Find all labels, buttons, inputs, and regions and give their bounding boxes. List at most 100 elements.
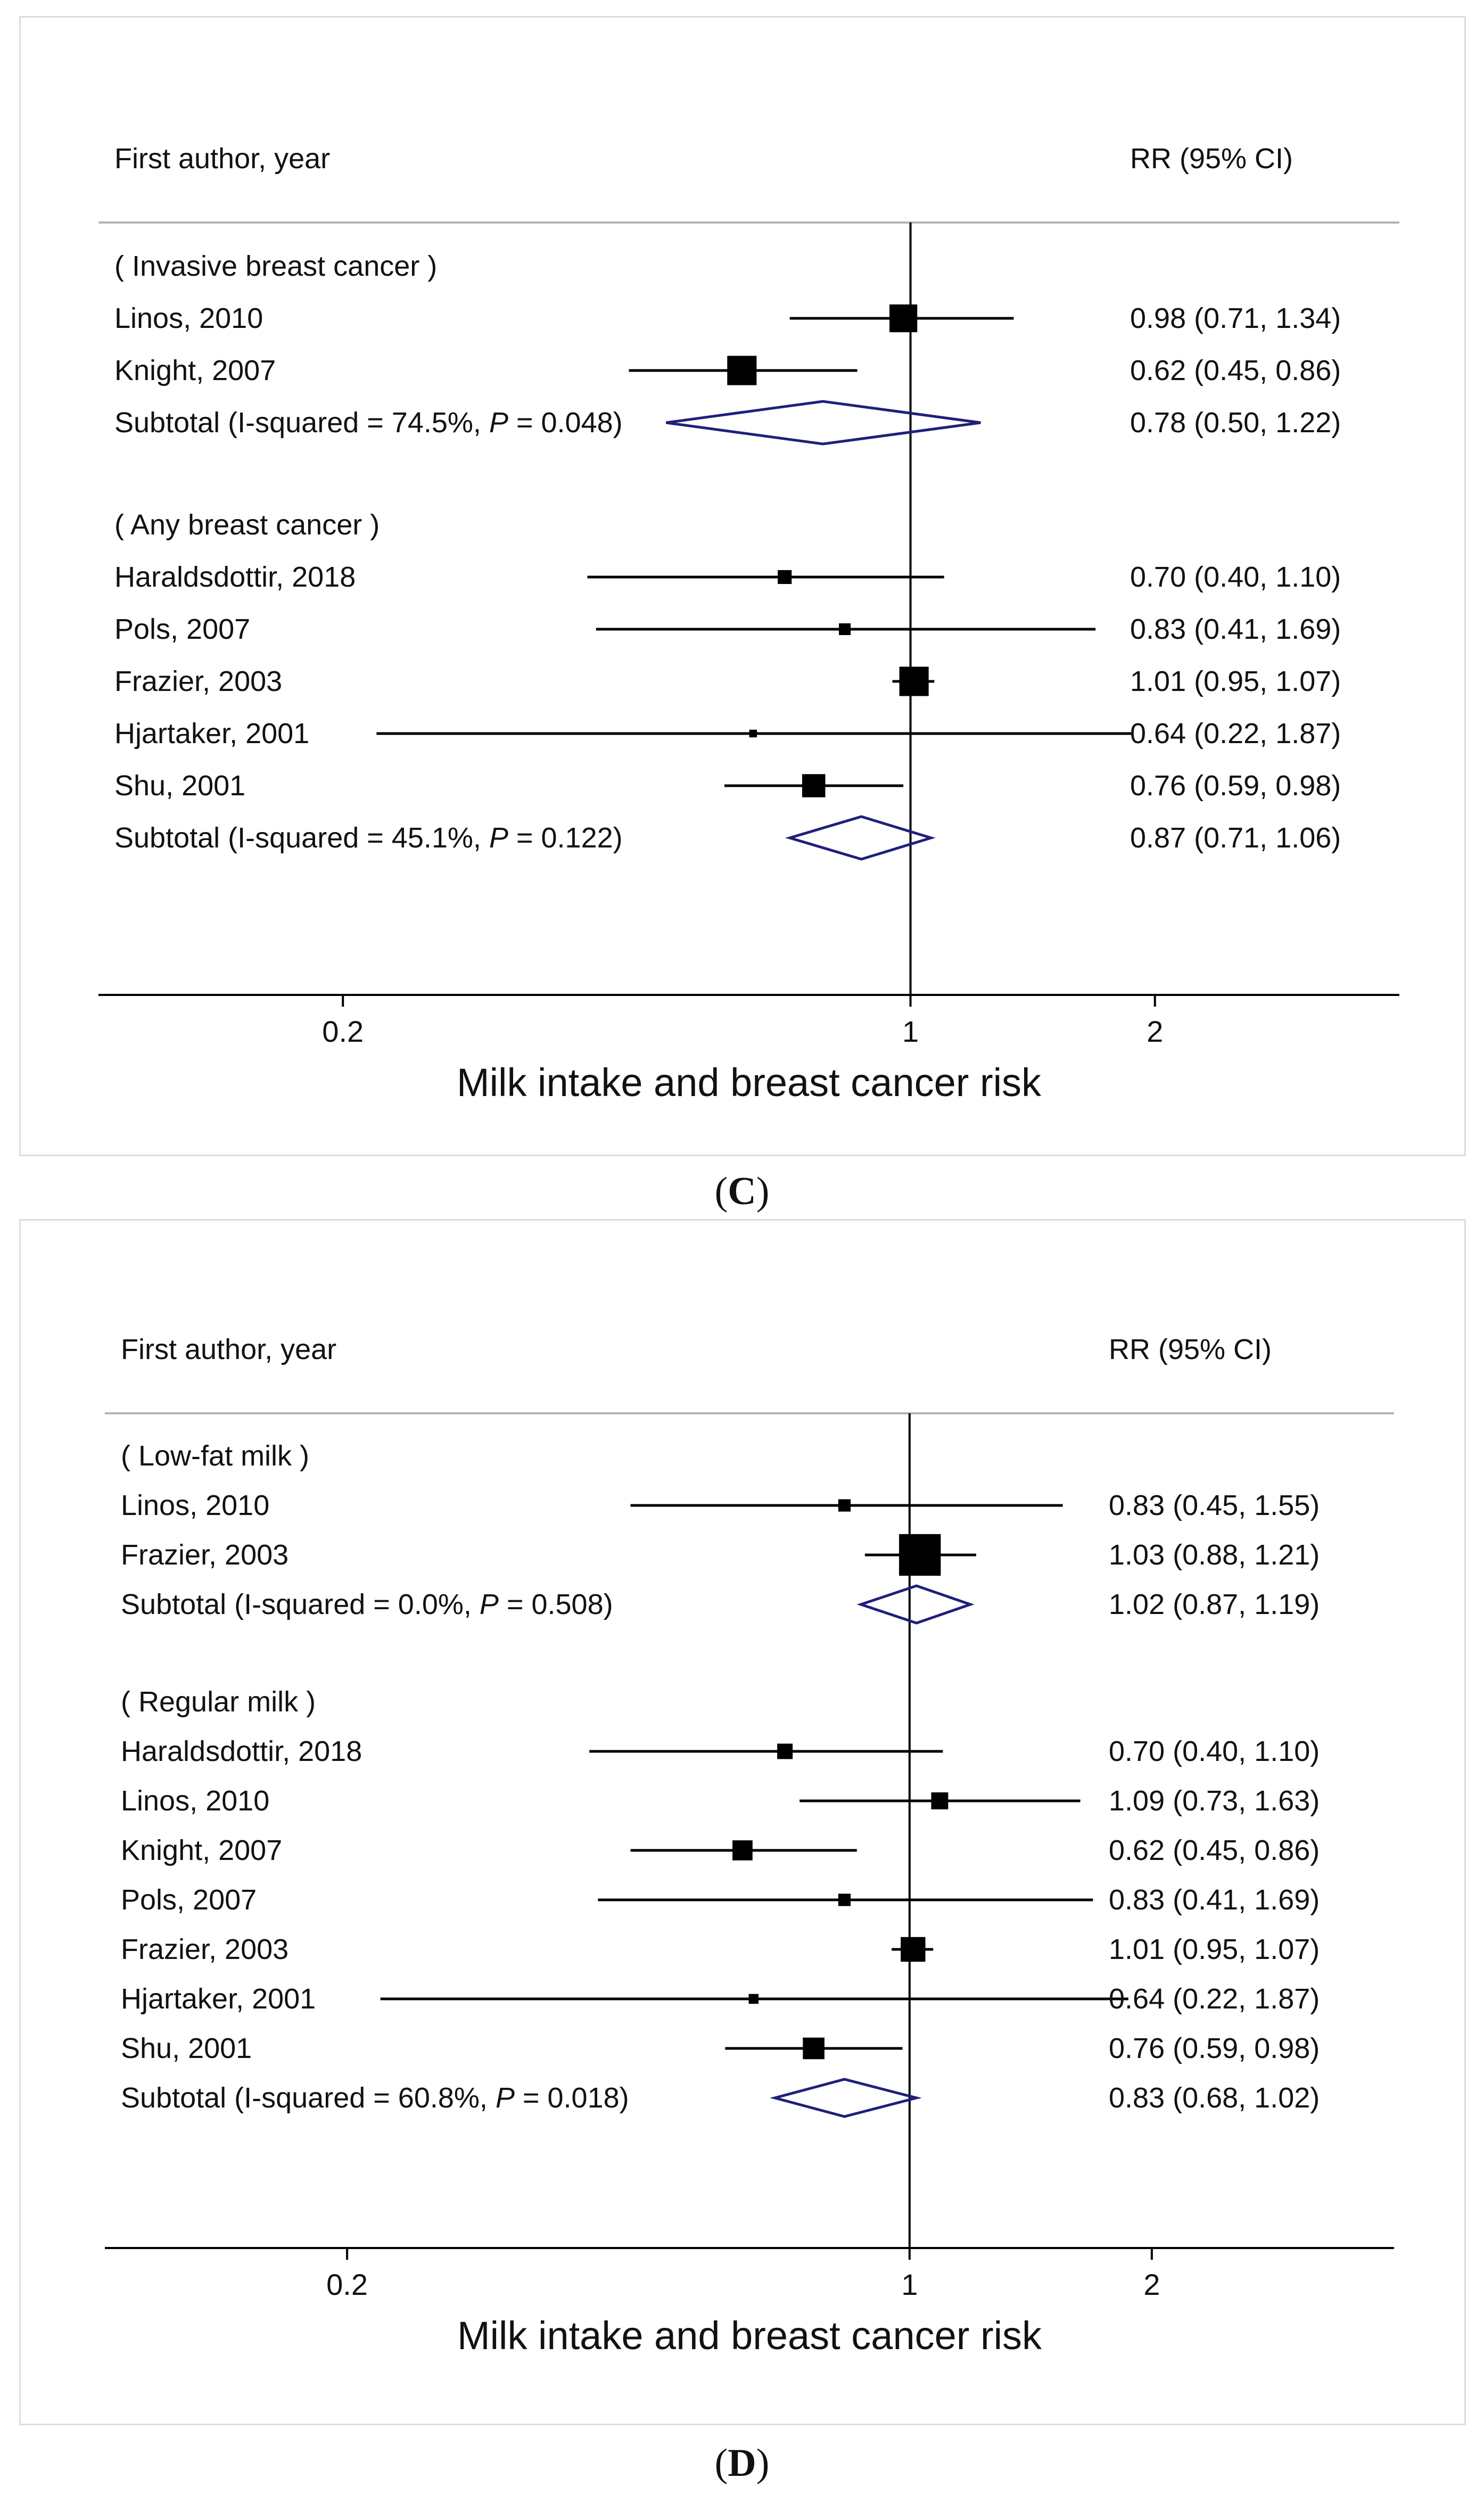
study-marker [727,356,757,385]
pooled-diamond [785,815,936,861]
study-marker [839,623,851,636]
subtotal-label-suffix: = 0.018) [515,2082,629,2114]
x-axis-title: Milk intake and breast cancer risk [457,1060,1042,1105]
pooled-diamond [856,1584,975,1625]
study-label: Knight, 2007 [114,355,276,386]
x-tick-label: 0.2 [322,1015,364,1048]
pooled-diamond [665,400,981,446]
study-marker [838,1499,851,1512]
pooled-diamond [769,2078,922,2118]
study-marker [931,1792,949,1809]
subtotal-label: Subtotal (I-squared = 74.5%, P = 0.048) [114,407,623,439]
subtotal-label: Subtotal (I-squared = 45.1%, P = 0.122) [114,822,623,854]
group-label: ( Invasive breast cancer ) [114,250,437,282]
panel-caption-c: (C) [0,1169,1484,1214]
study-marker [732,1840,753,1860]
header-first-author: First author, year [121,1333,336,1365]
rr-value: 0.83 (0.41, 1.69) [1109,1884,1320,1916]
rr-value: 0.70 (0.40, 1.10) [1130,561,1341,593]
header-first-author: First author, year [114,143,330,175]
rr-value: 0.62 (0.45, 0.86) [1130,355,1341,386]
study-marker [778,570,792,584]
study-label: Pols, 2007 [121,1884,257,1916]
study-label: Linos, 2010 [121,1785,269,1817]
study-label: Shu, 2001 [121,2032,252,2064]
study-label: Linos, 2010 [114,302,263,334]
rr-value: 0.83 (0.68, 1.02) [1109,2082,1320,2114]
x-tick-label: 2 [1143,2268,1160,2301]
study-label: Hjartaker, 2001 [121,1983,316,2015]
subtotal-label-prefix: Subtotal (I-squared = 60.8%, [121,2082,496,2114]
rr-value: 0.76 (0.59, 0.98) [1130,770,1341,802]
rr-value: 0.76 (0.59, 0.98) [1109,2032,1320,2064]
study-label: Frazier, 2003 [114,665,282,697]
rr-value: 0.64 (0.22, 1.87) [1109,1983,1320,2015]
study-marker [802,774,826,797]
header-rr-ci: RR (95% CI) [1109,1333,1272,1365]
subtotal-label-prefix: Subtotal (I-squared = 45.1%, [114,822,489,854]
study-marker [777,1743,793,1759]
caption-open: ( [714,1170,728,1213]
subtotal-p-symbol: P [480,1588,499,1620]
rr-value: 1.09 (0.73, 1.63) [1109,1785,1320,1817]
forest-plot-panel-c: First author, year RR (95% CI) 0.2 1 2 Milk i… [19,16,1466,1156]
rr-value: 0.64 (0.22, 1.87) [1130,718,1341,750]
study-marker [749,729,757,738]
study-marker [899,666,929,696]
rr-value: 0.78 (0.50, 1.22) [1130,407,1341,439]
forest-plot-panel-d: First author, year RR (95% CI) 0.2 1 2 Milk i… [19,1219,1466,2425]
rr-value: 0.83 (0.45, 1.55) [1109,1489,1320,1521]
x-tick-label: 1 [901,2268,918,2301]
subtotal-label-prefix: Subtotal (I-squared = 0.0%, [121,1588,480,1620]
study-label: Haraldsdottir, 2018 [121,1735,362,1767]
rr-value: 0.83 (0.41, 1.69) [1130,613,1341,645]
subtotal-p-symbol: P [496,2082,515,2114]
subtotal-label-suffix: = 0.122) [508,822,623,854]
subtotal-label-suffix: = 0.508) [499,1588,613,1620]
caption-open: ( [714,2441,728,2485]
subtotal-label-suffix: = 0.048) [508,407,623,439]
study-marker [748,1994,759,2004]
group-label: ( Regular milk ) [121,1686,316,1718]
subtotal-label: Subtotal (I-squared = 0.0%, P = 0.508) [121,1588,613,1620]
study-label: Knight, 2007 [121,1834,282,1866]
x-tick-label: 2 [1147,1015,1163,1048]
study-label: Frazier, 2003 [121,1933,288,1965]
rr-value: 0.98 (0.71, 1.34) [1130,302,1341,334]
rr-value: 1.03 (0.88, 1.21) [1109,1539,1320,1571]
study-marker [899,1534,941,1576]
subtotal-label: Subtotal (I-squared = 60.8%, P = 0.018) [121,2082,629,2114]
subtotal-p-symbol: P [489,822,508,854]
study-marker [889,304,918,333]
caption-close: ) [756,2441,770,2485]
rr-value: 1.02 (0.87, 1.19) [1109,1588,1320,1620]
panel-caption-d: (D) [0,2441,1484,2486]
study-label: Hjartaker, 2001 [114,718,309,750]
caption-close: ) [756,1170,770,1213]
study-label: Frazier, 2003 [121,1539,288,1571]
x-axis-title: Milk intake and breast cancer risk [457,2313,1042,2358]
study-label: Pols, 2007 [114,613,250,645]
header-rr-ci: RR (95% CI) [1130,143,1293,175]
rr-value: 0.62 (0.45, 0.86) [1109,1834,1320,1866]
x-tick-label: 1 [902,1015,919,1048]
rr-value: 1.01 (0.95, 1.07) [1109,1933,1320,1965]
study-label: Haraldsdottir, 2018 [114,561,356,593]
study-label: Shu, 2001 [114,770,245,802]
rr-value: 0.87 (0.71, 1.06) [1130,822,1341,854]
study-marker [901,1937,926,1962]
study-marker [838,1893,851,1906]
x-tick-label: 0.2 [326,2268,368,2301]
study-label: Linos, 2010 [121,1489,269,1521]
caption-letter: D [728,2441,756,2485]
subtotal-label-prefix: Subtotal (I-squared = 74.5%, [114,407,489,439]
subtotal-p-symbol: P [489,407,508,439]
forest-plot-d: First author, year RR (95% CI) 0.2 1 2 Milk i… [105,1333,1394,2358]
forest-plot-c: First author, year RR (95% CI) 0.2 1 2 Milk i… [98,143,1399,1105]
rr-value: 0.70 (0.40, 1.10) [1109,1735,1320,1767]
group-label: ( Low-fat milk ) [121,1440,309,1472]
group-label: ( Any breast cancer ) [114,509,380,541]
caption-letter: C [728,1170,756,1213]
study-marker [803,2037,825,2060]
rr-value: 1.01 (0.95, 1.07) [1130,665,1341,697]
